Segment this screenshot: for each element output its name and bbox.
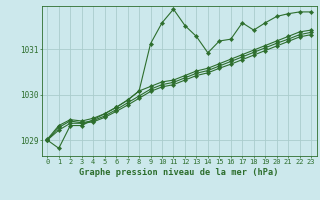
X-axis label: Graphe pression niveau de la mer (hPa): Graphe pression niveau de la mer (hPa) (79, 168, 279, 177)
